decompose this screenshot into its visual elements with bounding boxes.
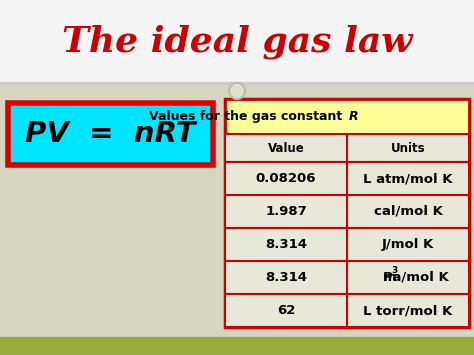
Text: J/mol K: J/mol K [382, 238, 434, 251]
Text: Units: Units [391, 142, 425, 154]
Text: PV  =  nRT: PV = nRT [25, 120, 196, 148]
Text: 3: 3 [392, 266, 398, 275]
Text: 8.314: 8.314 [265, 238, 307, 251]
Text: 8.314: 8.314 [265, 271, 307, 284]
Text: 1.987: 1.987 [265, 205, 307, 218]
Text: 0.08206: 0.08206 [256, 172, 316, 185]
Bar [225, 99, 469, 134]
Text: 62: 62 [277, 304, 295, 317]
Text: L torr/mol K: L torr/mol K [364, 304, 453, 317]
Bar [225, 99, 469, 327]
Bar [225, 195, 469, 228]
Bar [0, 337, 474, 355]
Text: L atm/mol K: L atm/mol K [363, 172, 453, 185]
Text: m: m [383, 271, 397, 284]
Text: Pa/mol K: Pa/mol K [383, 271, 449, 284]
Bar [225, 162, 469, 195]
Text: The ideal gas law: The ideal gas law [62, 25, 412, 59]
Bar [225, 294, 469, 327]
Text: cal/mol K: cal/mol K [374, 205, 442, 218]
Bar [225, 261, 469, 294]
Bar [0, 0, 474, 82]
Bar [0, 82, 474, 84]
Bar [8, 103, 213, 165]
Circle shape [229, 83, 245, 99]
Bar [225, 134, 469, 162]
Text: Value: Value [268, 142, 304, 154]
Text: R: R [349, 110, 359, 123]
Text: Values for the gas constant: Values for the gas constant [149, 110, 347, 123]
Bar [225, 228, 469, 261]
